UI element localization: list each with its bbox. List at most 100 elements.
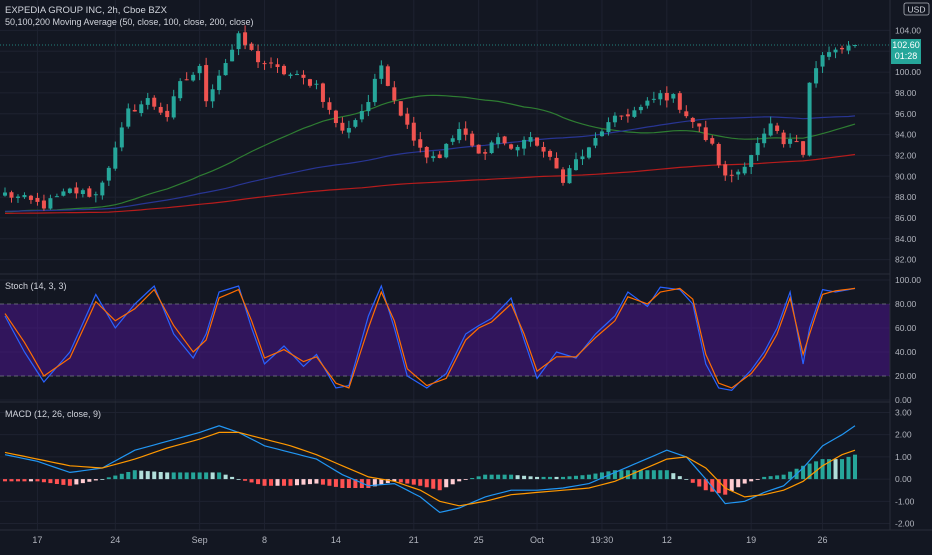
candle-body[interactable] [496, 137, 501, 145]
candle-body[interactable] [437, 154, 442, 159]
candle-body[interactable] [249, 43, 254, 50]
candle-body[interactable] [684, 111, 689, 117]
candle-body[interactable] [126, 108, 131, 127]
candle-body[interactable] [852, 45, 858, 46]
candle-body[interactable] [340, 122, 345, 131]
candle-body[interactable] [716, 143, 721, 166]
candle-body[interactable] [385, 66, 390, 86]
candle-body[interactable] [197, 65, 202, 74]
candle-body[interactable] [372, 78, 377, 103]
candle-body[interactable] [846, 45, 851, 51]
candle-body[interactable] [418, 139, 423, 148]
candle-body[interactable] [664, 92, 669, 101]
candle-body[interactable] [301, 74, 306, 78]
candle-body[interactable] [768, 123, 773, 136]
candle-body[interactable] [515, 146, 520, 151]
candle-body[interactable] [489, 142, 494, 154]
candle-body[interactable] [710, 138, 715, 144]
candle-body[interactable] [74, 187, 79, 194]
candle-body[interactable] [236, 33, 241, 50]
candle-body[interactable] [723, 164, 728, 176]
candle-body[interactable] [2, 192, 8, 196]
candle-body[interactable] [827, 52, 832, 57]
candle-body[interactable] [470, 133, 475, 146]
candle-body[interactable] [606, 122, 611, 133]
candle-body[interactable] [509, 144, 514, 149]
candle-body[interactable] [697, 123, 702, 127]
candle-body[interactable] [15, 196, 20, 198]
candle-body[interactable] [632, 110, 637, 117]
candle-body[interactable] [113, 147, 118, 169]
candle-body[interactable] [210, 89, 215, 102]
candle-body[interactable] [775, 125, 780, 131]
candle-body[interactable] [275, 64, 280, 68]
candle-body[interactable] [522, 139, 527, 149]
candle-body[interactable] [840, 47, 845, 50]
candle-body[interactable] [178, 81, 183, 99]
candle-body[interactable] [359, 111, 364, 120]
candle-body[interactable] [742, 166, 747, 174]
candle-body[interactable] [353, 120, 358, 127]
candle-body[interactable] [548, 150, 553, 157]
candle-body[interactable] [243, 32, 248, 46]
candle-body[interactable] [788, 139, 793, 144]
candle-body[interactable] [294, 74, 299, 76]
candle-body[interactable] [749, 154, 754, 168]
candle-body[interactable] [729, 174, 734, 176]
candle-body[interactable] [230, 49, 235, 62]
candle-body[interactable] [67, 188, 72, 193]
candle-body[interactable] [476, 144, 481, 154]
candle-body[interactable] [262, 63, 267, 65]
candle-body[interactable] [204, 65, 209, 102]
candle-body[interactable] [794, 141, 799, 143]
candle-body[interactable] [573, 159, 579, 171]
candle-body[interactable] [561, 169, 566, 183]
candle-body[interactable] [599, 131, 604, 137]
candle-body[interactable] [61, 191, 66, 196]
candle-body[interactable] [762, 133, 767, 144]
candle-body[interactable] [139, 104, 144, 114]
candle-body[interactable] [307, 79, 312, 86]
candle-body[interactable] [48, 198, 53, 209]
candle-body[interactable] [191, 74, 196, 81]
candle-body[interactable] [327, 102, 332, 110]
candle-body[interactable] [833, 49, 838, 53]
stoch-legend[interactable]: Stoch (14, 3, 3) [5, 281, 67, 291]
candle-body[interactable] [671, 94, 676, 99]
candle-body[interactable] [463, 128, 468, 135]
candle-body[interactable] [281, 65, 287, 75]
candle-body[interactable] [541, 146, 546, 152]
candle-body[interactable] [379, 65, 384, 79]
macd-legend[interactable]: MACD (12, 26, close, 9) [5, 409, 101, 419]
candle-body[interactable] [256, 51, 261, 63]
candle-body[interactable] [80, 190, 85, 195]
candle-body[interactable] [755, 143, 760, 155]
candle-body[interactable] [223, 63, 228, 76]
candle-body[interactable] [54, 196, 59, 198]
candle-body[interactable] [483, 152, 488, 154]
candle-body[interactable] [152, 97, 157, 107]
currency-label[interactable]: USD [908, 5, 926, 15]
candle-body[interactable] [801, 141, 806, 155]
candle-body[interactable] [431, 156, 436, 159]
candle-body[interactable] [658, 93, 663, 100]
candle-body[interactable] [586, 147, 591, 158]
candle-body[interactable] [158, 106, 163, 113]
candle-body[interactable] [366, 102, 371, 112]
candle-body[interactable] [171, 96, 176, 118]
candle-body[interactable] [528, 137, 533, 142]
candle-body[interactable] [612, 115, 617, 123]
candle-body[interactable] [457, 129, 462, 141]
candle-body[interactable] [41, 200, 46, 209]
candle-body[interactable] [392, 87, 397, 101]
candle-body[interactable] [814, 68, 819, 84]
candle-body[interactable] [398, 101, 403, 116]
candle-body[interactable] [217, 75, 222, 91]
candle-body[interactable] [346, 128, 351, 133]
candle-body[interactable] [22, 195, 27, 198]
candle-body[interactable] [444, 143, 449, 158]
candle-body[interactable] [119, 127, 124, 148]
candle-body[interactable] [645, 100, 650, 106]
candle-body[interactable] [184, 79, 189, 81]
